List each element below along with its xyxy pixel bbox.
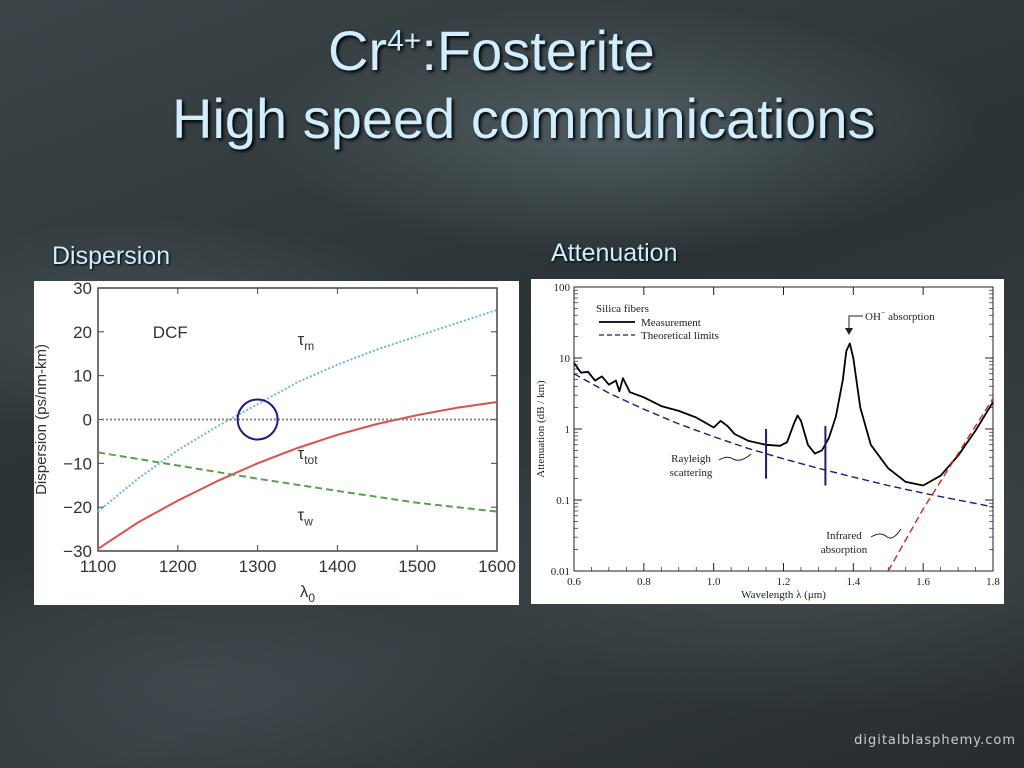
x-axis-label: λ0 — [300, 582, 316, 605]
x-axis-label: Wavelength λ (μm) — [741, 589, 826, 601]
rayleigh-annotation-line2: scattering — [670, 467, 713, 479]
y-tick-label: −10 — [63, 454, 92, 473]
series-line-tot — [97, 401, 498, 550]
infrared-arrow — [870, 528, 902, 539]
x-tick-label: 1.0 — [707, 576, 721, 588]
series-line-infrared-absorption — [887, 398, 994, 572]
x-tick-label: 1300 — [239, 557, 277, 576]
dispersion-chart-panel: 30 20 10 0 −10 −20 −30 1100 1200 1300 1400 1500 1600… — [33, 279, 519, 605]
x-tick-label: 1.6 — [916, 576, 930, 588]
dispersion-label: Dispersion — [52, 242, 171, 270]
dcf-annotation: DCF — [153, 323, 188, 342]
title-cr: Cr — [328, 19, 388, 82]
legend-entry-label: Theoretical limits — [641, 330, 719, 342]
x-tick-label: 1400 — [318, 557, 356, 576]
oh-absorption-annotation: OH− absorption — [865, 308, 935, 323]
y-tick-label: 0.1 — [556, 495, 570, 507]
y-tick-label: 0.01 — [551, 566, 570, 578]
oh-arrowhead — [845, 328, 853, 335]
x-tick-label: 1.8 — [986, 576, 1000, 588]
watermark: digitalblasphemy.com — [854, 733, 1016, 748]
y-tick-label: −20 — [63, 498, 92, 517]
series-line-w — [97, 451, 498, 513]
x-tick-label: 1600 — [478, 557, 516, 576]
title-superscript: 4+ — [387, 24, 422, 58]
y-axis-label: Dispersion (ps/nm-km) — [34, 344, 50, 495]
x-tick-label: 1500 — [398, 557, 436, 576]
attenuation-chart: 0.01 0.1 1 10 100 0.6 0.8 1.0 1.2 1.4 1.6 1.8 Wavele… — [535, 282, 1000, 601]
y-tick-label: −30 — [63, 542, 92, 561]
infrared-annotation-line1: Infrared — [826, 530, 862, 542]
attenuation-chart-panel: 0.01 0.1 1 10 100 0.6 0.8 1.0 1.2 1.4 1.6 1.8 Wavele… — [531, 279, 1004, 604]
series-line-theoretical-limits — [573, 373, 994, 508]
x-tick-label: 1.4 — [846, 576, 860, 588]
y-axis-label: Attenuation (dB / km) — [535, 380, 547, 478]
x-tick-label: 1100 — [80, 557, 117, 576]
series-line-m — [97, 308, 498, 513]
oh-arrow — [848, 315, 863, 333]
y-tick-label: 30 — [73, 281, 92, 298]
rayleigh-arrow — [718, 453, 752, 461]
x-tick-label: 0.6 — [567, 576, 581, 588]
series-line-measurement — [573, 342, 994, 487]
zero-crossing-circle — [236, 398, 279, 441]
y-tick-label: 20 — [73, 323, 92, 342]
attenuation-label: Attenuation — [551, 239, 678, 267]
legend-title: Silica fibers — [596, 303, 649, 315]
legend-entry-label: Measurement — [641, 317, 701, 329]
y-tick-label: 10 — [73, 367, 92, 386]
rayleigh-annotation-line1: Rayleigh — [671, 453, 711, 465]
y-tick-label: 10 — [559, 353, 571, 365]
x-tick-label: 1.2 — [777, 576, 791, 588]
title-fosterite: :Fosterite — [421, 19, 655, 82]
x-tick-label: 0.8 — [637, 576, 651, 588]
y-tick-label: 0 — [83, 411, 92, 430]
title-line-2: High speed communications — [172, 87, 876, 150]
x-tick-label: 1200 — [159, 557, 197, 576]
plot-frame — [573, 286, 994, 572]
y-tick-label: 1 — [565, 424, 571, 436]
infrared-annotation-line2: absorption — [821, 544, 868, 556]
y-tick-label: 100 — [554, 282, 571, 294]
title-line-1: Cr4+:Fosterite — [328, 18, 655, 83]
